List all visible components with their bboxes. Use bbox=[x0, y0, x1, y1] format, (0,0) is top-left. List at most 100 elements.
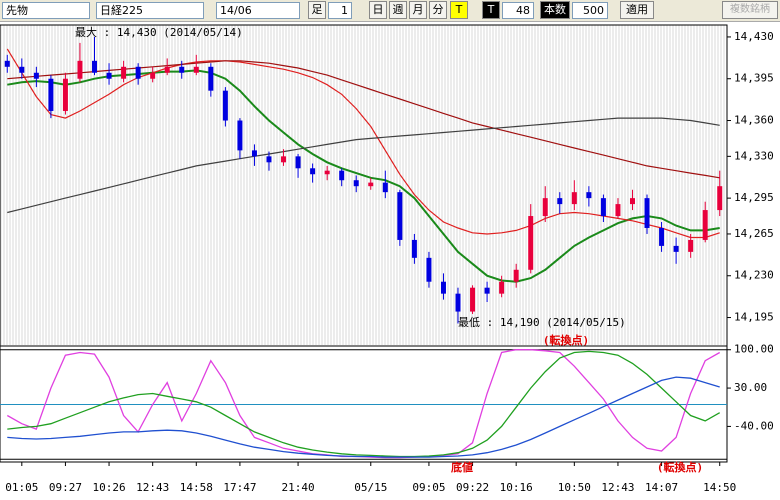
candle-body bbox=[600, 198, 606, 217]
candle-body bbox=[121, 66, 127, 79]
candle-body bbox=[33, 72, 39, 79]
candle-body bbox=[339, 170, 345, 181]
candle-body bbox=[237, 120, 243, 151]
x-tick-label: 09:22 bbox=[456, 481, 489, 494]
y-tick-label: 100.00 bbox=[734, 343, 774, 356]
annotation: (転換点) bbox=[657, 460, 703, 474]
y-tick-label: 14,195 bbox=[734, 311, 774, 324]
market-select[interactable]: 先物 bbox=[2, 2, 90, 19]
candle-body bbox=[571, 192, 577, 205]
month-button[interactable]: 月 bbox=[409, 1, 427, 19]
candle-body bbox=[48, 78, 54, 111]
candle-body bbox=[426, 257, 432, 282]
candle-body bbox=[382, 182, 388, 193]
candle-body bbox=[411, 239, 417, 258]
day-button[interactable]: 日 bbox=[369, 1, 387, 19]
candle-body bbox=[62, 78, 68, 111]
candle-body bbox=[368, 182, 374, 187]
bar-label: 足 bbox=[308, 1, 326, 19]
x-tick-label: 01:05 bbox=[5, 481, 38, 494]
candle-body bbox=[77, 60, 83, 79]
candle-body bbox=[717, 186, 723, 211]
tick-button[interactable]: T bbox=[450, 1, 468, 19]
count-label: 本数 bbox=[540, 1, 570, 19]
candle-body bbox=[688, 239, 694, 252]
candle-body bbox=[208, 66, 214, 91]
y-tick-label: 14,330 bbox=[734, 149, 774, 162]
candle-body bbox=[557, 198, 563, 205]
candle-body bbox=[19, 66, 25, 73]
x-tick-label: 12:43 bbox=[136, 481, 169, 494]
x-tick-label: 17:47 bbox=[223, 481, 256, 494]
bar-size[interactable]: 1 bbox=[328, 2, 352, 19]
candle-body bbox=[164, 66, 170, 73]
multi-button[interactable]: 複数銘柄 bbox=[722, 1, 778, 19]
x-tick-label: 14:07 bbox=[645, 481, 678, 494]
candle-body bbox=[353, 180, 359, 187]
annotation: 最大 : 14,430 (2014/05/14) bbox=[75, 25, 243, 39]
candle-body bbox=[179, 66, 185, 73]
candle-body bbox=[659, 227, 665, 246]
candle-body bbox=[324, 170, 330, 175]
candle-body bbox=[222, 90, 228, 121]
x-tick-label: 09:05 bbox=[412, 481, 445, 494]
candle-body bbox=[440, 281, 446, 294]
annotation: 最低 : 14,190 (2014/05/15) bbox=[458, 316, 626, 329]
candle-body bbox=[92, 60, 98, 73]
x-tick-label: 21:40 bbox=[282, 481, 315, 494]
candle-body bbox=[310, 168, 316, 175]
candle-body bbox=[513, 269, 519, 282]
toolbar: 先物 日経225 14/06 足 1 日 週 月 分 T T 48 本数 500… bbox=[0, 0, 780, 22]
candle-body bbox=[542, 198, 548, 217]
x-tick-label: 14:50 bbox=[703, 481, 736, 494]
y-tick-label: 14,360 bbox=[734, 114, 774, 127]
x-tick-label: 10:26 bbox=[92, 481, 125, 494]
candle-body bbox=[702, 210, 708, 240]
candle-body bbox=[281, 156, 287, 163]
candle-body bbox=[266, 156, 272, 163]
y-tick-label: 14,430 bbox=[734, 30, 774, 43]
candle-body bbox=[470, 287, 476, 312]
candle-body bbox=[150, 72, 156, 79]
candle-body bbox=[644, 198, 650, 228]
minute-button[interactable]: 分 bbox=[429, 1, 447, 19]
oscillator-line bbox=[7, 350, 721, 458]
y-tick-label: 14,230 bbox=[734, 269, 774, 282]
candle-body bbox=[615, 204, 621, 217]
candle-body bbox=[455, 293, 461, 312]
candle-body bbox=[673, 245, 679, 252]
candle-body bbox=[193, 66, 199, 73]
candle-body bbox=[629, 198, 635, 205]
x-tick-label: 05/15 bbox=[354, 481, 387, 494]
annotation: 底値 bbox=[451, 460, 473, 474]
week-button[interactable]: 週 bbox=[389, 1, 407, 19]
candle-body bbox=[135, 66, 141, 79]
candle-body bbox=[106, 72, 112, 79]
x-tick-label: 14:58 bbox=[180, 481, 213, 494]
apply-button[interactable]: 適用 bbox=[620, 1, 654, 19]
count-input[interactable]: 48 bbox=[502, 2, 534, 19]
x-tick-label: 10:16 bbox=[500, 481, 533, 494]
candle-body bbox=[295, 156, 301, 169]
contract-select[interactable]: 14/06 bbox=[216, 2, 300, 19]
candle-body bbox=[251, 150, 257, 157]
candle-body bbox=[484, 287, 490, 294]
annotation: (転換点) bbox=[543, 333, 589, 347]
y-tick-label: -40.00 bbox=[734, 419, 774, 432]
tick-label: T bbox=[482, 1, 500, 19]
y-tick-label: 14,295 bbox=[734, 191, 774, 204]
candle-body bbox=[397, 192, 403, 240]
bars-input[interactable]: 500 bbox=[572, 2, 608, 19]
y-tick-label: 30.00 bbox=[734, 381, 767, 394]
y-tick-label: 14,265 bbox=[734, 227, 774, 240]
chart: 14,430 14,395 14,360 14,330 14,295 14,265 14,2… bbox=[0, 24, 774, 494]
y-tick-label: 14,395 bbox=[734, 72, 774, 85]
candle-body bbox=[528, 216, 534, 270]
moving-average-line bbox=[7, 117, 720, 214]
candle-body bbox=[499, 281, 505, 294]
symbol-select[interactable]: 日経225 bbox=[96, 2, 204, 19]
plot-frame bbox=[0, 24, 728, 463]
candle-body bbox=[586, 192, 592, 199]
oscillator-line bbox=[7, 376, 720, 458]
